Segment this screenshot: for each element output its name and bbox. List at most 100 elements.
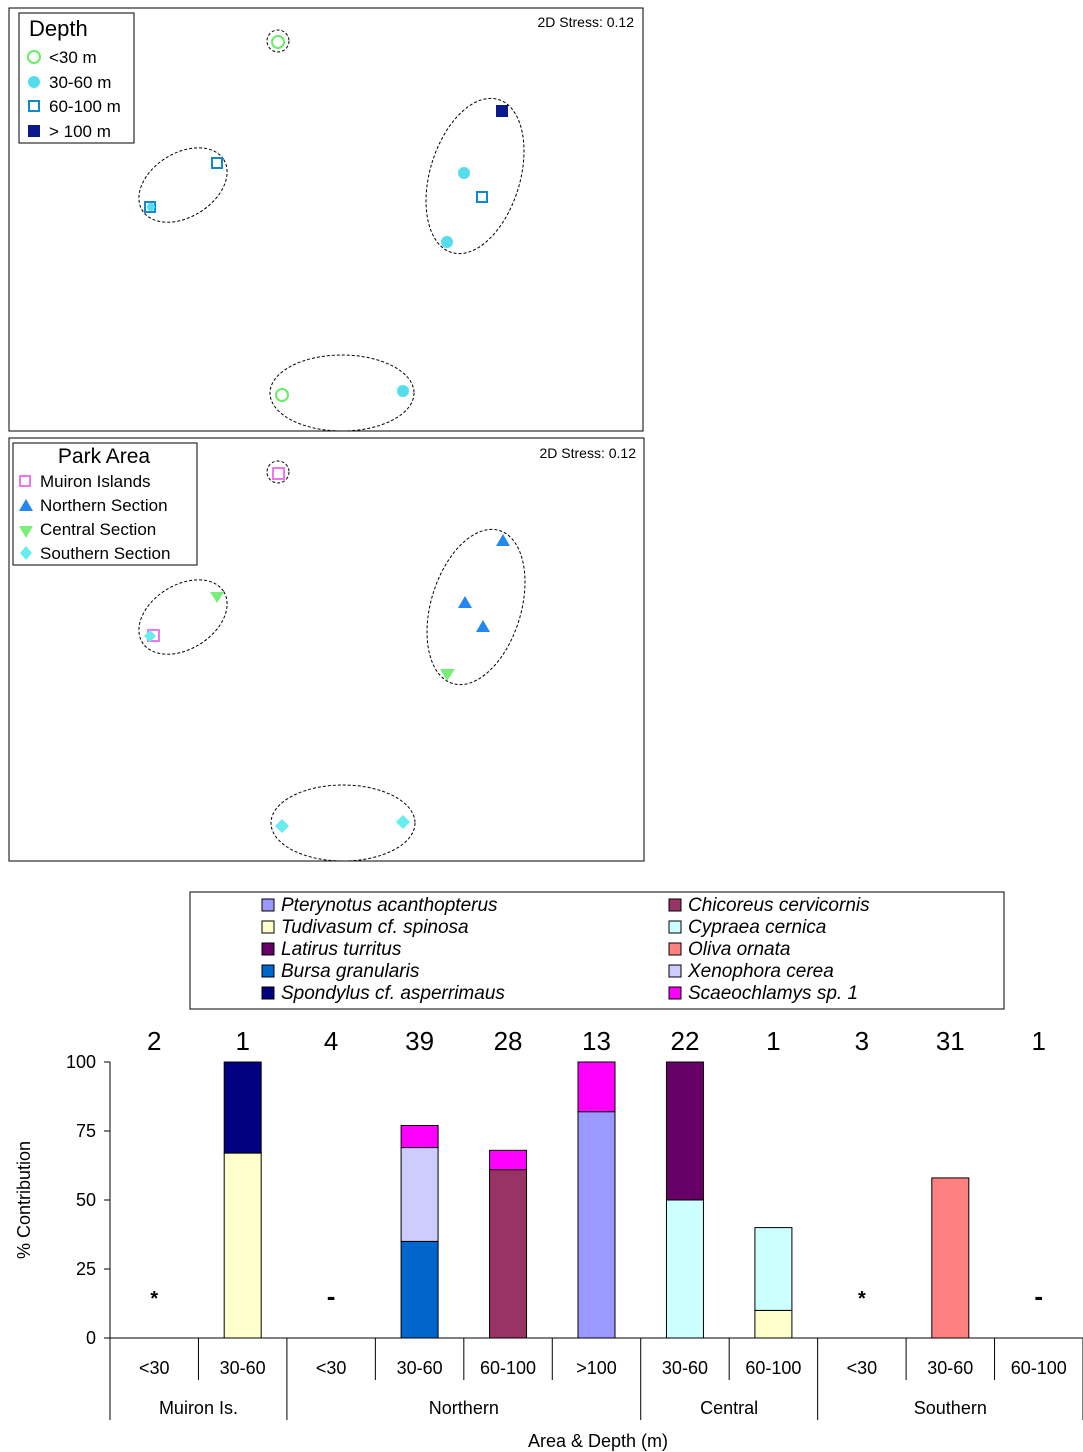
x-tick-label: 60-100 (745, 1358, 801, 1378)
point-mid (441, 236, 453, 248)
point-mid (397, 385, 409, 397)
species-legend-swatch (261, 964, 275, 978)
sample-count-label: 4 (324, 1026, 338, 1056)
legend-marker-diamond (20, 546, 32, 560)
point-mid (147, 203, 155, 211)
y-tick-label: 100 (66, 1052, 96, 1072)
species-legend-label: Tudivasum cf. spinosa (281, 917, 469, 938)
sample-count-label: 2 (147, 1026, 161, 1056)
species-legend-swatch (668, 898, 682, 912)
cluster-ellipse (138, 579, 228, 655)
stacked-bar-chart: % Contribution Area & Depth (m) 0 25 50 75 1… (14, 1026, 1083, 1451)
point-mid-deep (211, 157, 223, 169)
species-legend-label: Bursa granularis (281, 961, 420, 982)
legend-marker-filled-circle (28, 76, 40, 88)
species-legend-swatch (261, 898, 275, 912)
y-axis-title: % Contribution (14, 1141, 34, 1259)
bar-segment (223, 1061, 262, 1154)
point-northern (458, 596, 472, 608)
legend-label: <30 m (49, 48, 97, 67)
cluster-ellipse (426, 528, 526, 686)
legend-marker-open-square (28, 100, 40, 112)
x-tick-label: <30 (316, 1358, 347, 1378)
sample-count-label: 1 (766, 1026, 780, 1056)
sample-count-label: 13 (582, 1026, 611, 1056)
species-legend-label: Spondylus cf. asperrimaus (281, 983, 505, 1004)
group-label: Muiron Is. (159, 1398, 238, 1418)
stress-label: 2D Stress: 0.12 (540, 445, 637, 461)
cluster-ellipse (266, 460, 290, 484)
x-tick-label: <30 (847, 1358, 878, 1378)
point-southern (275, 819, 289, 833)
bar-segment (489, 1149, 528, 1171)
x-tick-label: 60-100 (1011, 1358, 1067, 1378)
legend-marker-triangle-down (19, 526, 33, 538)
group-label: Central (700, 1398, 758, 1418)
species-legend-label: Pterynotus acanthopterus (281, 895, 498, 916)
cluster-ellipse (138, 147, 228, 223)
y-tick-label: 75 (76, 1121, 96, 1141)
cluster-ellipse (270, 784, 416, 862)
species-legend-swatch (668, 986, 682, 1000)
bar-segment (489, 1169, 528, 1339)
point-muiron (272, 467, 285, 480)
y-tick-label: 0 (86, 1328, 96, 1348)
legend-label: Southern Section (40, 544, 170, 563)
bar-segment (400, 1147, 439, 1242)
species-legend-label: Scaeochlamys sp. 1 (688, 983, 858, 1004)
no-data-marker: * (858, 1288, 866, 1310)
no-data-marker: - (1034, 1281, 1043, 1311)
bar-segment (577, 1111, 616, 1339)
species-legend-swatch (668, 964, 682, 978)
legend-label: Northern Section (40, 496, 168, 515)
point-northern (496, 534, 510, 546)
bar-segment (400, 1124, 439, 1149)
sample-count-label: 28 (494, 1026, 523, 1056)
species-legend-label: Chicoreus cervicornis (688, 895, 870, 916)
x-tick-label: >100 (576, 1358, 617, 1378)
bar-segment (665, 1199, 704, 1339)
x-tick-label: 30-60 (220, 1358, 266, 1378)
species-legend-swatch (261, 942, 275, 956)
legend-label: Muiron Islands (40, 472, 151, 491)
x-tick-label: <30 (139, 1358, 170, 1378)
cluster-ellipse (269, 354, 415, 432)
group-label: Southern (914, 1398, 987, 1418)
species-legend-label: Latirus turritus (281, 939, 402, 960)
legend-title: Depth (29, 16, 88, 41)
park-area-legend: Park Area Muiron Islands Northern Sectio… (12, 442, 198, 566)
x-axis-title: Area & Depth (m) (528, 1431, 668, 1451)
group-label: Northern (429, 1398, 499, 1418)
y-tick-label: 25 (76, 1259, 96, 1279)
species-legend-swatch (261, 986, 275, 1000)
species-legend-label: Cypraea cernica (688, 917, 826, 938)
legend-box (189, 891, 1005, 1010)
legend-marker-triangle-up (19, 499, 33, 511)
x-tick-label: 30-60 (662, 1358, 708, 1378)
point-deep (496, 105, 508, 117)
cluster-ellipse (266, 29, 290, 53)
sample-count-label: 31 (936, 1026, 965, 1056)
species-legend-swatch (668, 920, 682, 934)
legend-title: Park Area (58, 445, 151, 468)
legend-label: 60-100 m (49, 97, 121, 116)
bar-segment (577, 1061, 616, 1113)
mds-panel-park-area: 2D Stress: 0.12 Park Area Muiron Islands… (8, 437, 645, 862)
no-data-marker: * (150, 1288, 158, 1310)
y-tick-label: 50 (76, 1190, 96, 1210)
point-central (440, 669, 455, 681)
point-central (210, 592, 224, 603)
legend-label: Central Section (40, 520, 156, 539)
point-shallow (275, 388, 289, 402)
point-southern (396, 815, 410, 829)
point-shallow (271, 35, 285, 49)
sample-count-label: 3 (855, 1026, 869, 1056)
species-legend-swatch (261, 920, 275, 934)
point-southern (144, 630, 156, 642)
sample-count-label: 1 (1032, 1026, 1046, 1056)
cluster-ellipse (425, 97, 525, 255)
point-northern (476, 620, 490, 632)
legend-label: 30-60 m (49, 73, 111, 92)
sample-count-label: 39 (405, 1026, 434, 1056)
